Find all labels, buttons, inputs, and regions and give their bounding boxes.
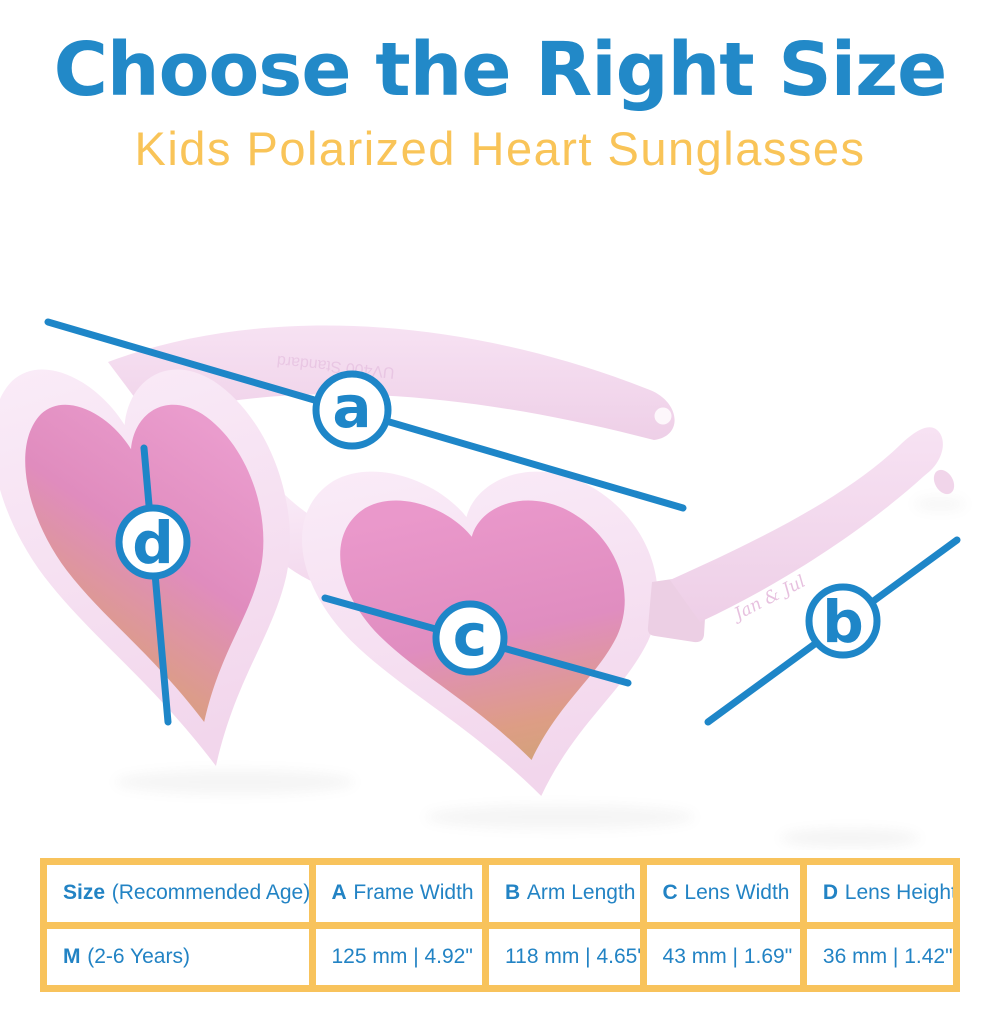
table-header-arm-length-bold: B bbox=[505, 881, 521, 905]
badge-b-label: b bbox=[822, 588, 864, 656]
table-cell-arm-length-value: 118 mm | 4.65" bbox=[505, 944, 640, 968]
far-arm-shape bbox=[108, 325, 675, 440]
size-table: Size (Recommended Age) A Frame Width B A… bbox=[40, 858, 960, 992]
table-header-size-bold: Size bbox=[63, 881, 106, 905]
table-header-lens-width: C Lens Width bbox=[646, 865, 800, 922]
table-header-lens-height: D Lens Height bbox=[806, 865, 953, 922]
table-header-frame-width: A Frame Width bbox=[315, 865, 483, 922]
infographic-page: Choose the Right Size Kids Polarized Hea… bbox=[0, 27, 1000, 992]
table-cell-lens-width: 43 mm | 1.69" bbox=[646, 928, 800, 985]
page-subtitle: Kids Polarized Heart Sunglasses bbox=[134, 122, 866, 176]
sunglasses-diagram: UV400 Standard Jan & Jul bbox=[0, 290, 1000, 850]
badge-a-label: a bbox=[332, 373, 371, 441]
table-header-lens-height-rest: Lens Height bbox=[844, 881, 953, 905]
measure-line-d bbox=[140, 444, 172, 726]
near-temple-arm: Jan & Jul bbox=[670, 427, 955, 626]
table-header-frame-width-rest: Frame Width bbox=[353, 881, 474, 905]
ear-hook-nub bbox=[933, 469, 955, 495]
near-arm-shape bbox=[670, 427, 943, 622]
table-cell-frame-width-value: 125 mm | 4.92" bbox=[331, 944, 473, 968]
table-cell-frame-width: 125 mm | 4.92" bbox=[315, 928, 483, 985]
badge-a-circle bbox=[312, 370, 392, 450]
badge-b-circle bbox=[805, 583, 881, 659]
table-header-frame-width-bold: A bbox=[331, 881, 347, 905]
measurement-badges: a d c b bbox=[115, 370, 881, 676]
table-header-arm-length-rest: Arm Length bbox=[526, 881, 636, 905]
table-cell-lens-width-value: 43 mm | 1.69" bbox=[662, 944, 793, 968]
badge-c-label: c bbox=[453, 601, 487, 669]
sunglasses-illustration: UV400 Standard Jan & Jul bbox=[0, 318, 966, 847]
arm-tip-hole bbox=[654, 407, 672, 425]
badge-d-circle bbox=[115, 504, 191, 580]
table-header-arm-length: B Arm Length bbox=[489, 865, 640, 922]
table-header-lens-height-bold: D bbox=[822, 881, 839, 905]
table-header-lens-width-rest: Lens Width bbox=[684, 881, 790, 905]
table-cell-size: M (2-6 Years) bbox=[47, 928, 309, 985]
table-header-size-rest: (Recommended Age) bbox=[111, 881, 309, 905]
table-cell-lens-height-value: 36 mm | 1.42" bbox=[822, 944, 953, 968]
badge-c-circle bbox=[432, 600, 508, 676]
table-header-lens-width-bold: C bbox=[662, 881, 678, 905]
table-cell-size-rest: (2-6 Years) bbox=[87, 944, 190, 968]
far-temple-arm: UV400 Standard bbox=[108, 325, 675, 440]
soft-shadows bbox=[115, 497, 966, 847]
page-title: Choose the Right Size bbox=[53, 27, 948, 113]
table-cell-size-bold: M bbox=[63, 944, 81, 968]
table-cell-lens-height: 36 mm | 1.42" bbox=[806, 928, 953, 985]
badge-d-label: d bbox=[132, 509, 174, 577]
table-cell-arm-length: 118 mm | 4.65" bbox=[489, 928, 640, 985]
table-header-size: Size (Recommended Age) bbox=[47, 865, 309, 922]
